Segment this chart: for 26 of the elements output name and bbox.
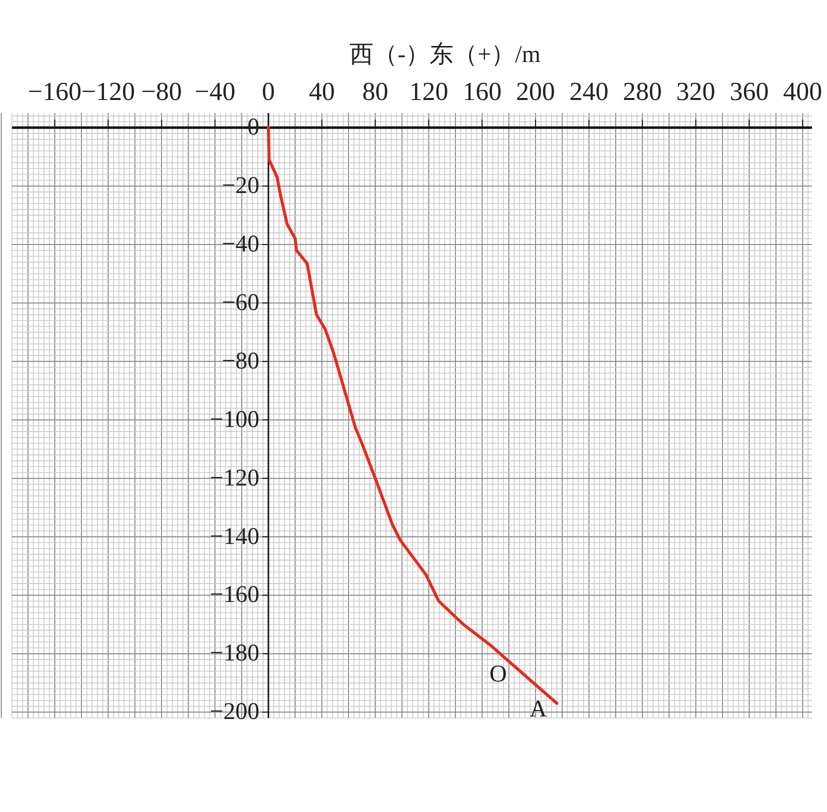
x-tick-label: 280 (622, 77, 662, 106)
y-tick-label: −120 (210, 465, 260, 492)
x-tick-label: −120 (81, 77, 135, 106)
x-tick-label: 320 (676, 77, 716, 106)
y-tick-label: −140 (210, 524, 260, 550)
x-tick-label: 400 (783, 77, 822, 106)
y-tick-label: −60 (222, 290, 260, 316)
x-tick-label: −160 (28, 77, 82, 106)
x-tick-label: 80 (362, 77, 388, 106)
y-tick-label: −200 (210, 699, 260, 726)
x-tick-label: 240 (569, 77, 608, 106)
annotation: A (530, 696, 548, 722)
y-tick-label: −20 (222, 173, 260, 200)
x-tick-label: −80 (141, 77, 182, 106)
y-tick-label: −100 (210, 406, 260, 433)
y-tick-label: −160 (210, 582, 260, 608)
y-tick-label: −40 (222, 232, 260, 258)
x-axis-title: 西（-）东（+）/m (350, 41, 541, 68)
y-tick-label: −80 (222, 348, 260, 374)
x-tick-label: 200 (516, 77, 556, 106)
x-tick-label: 120 (409, 77, 448, 106)
x-tick-label: 160 (462, 77, 502, 106)
x-tick-label: 40 (308, 77, 335, 106)
y-tick-label: −180 (210, 640, 260, 667)
x-tick-label: 360 (730, 77, 769, 106)
annotation: O (490, 661, 507, 688)
